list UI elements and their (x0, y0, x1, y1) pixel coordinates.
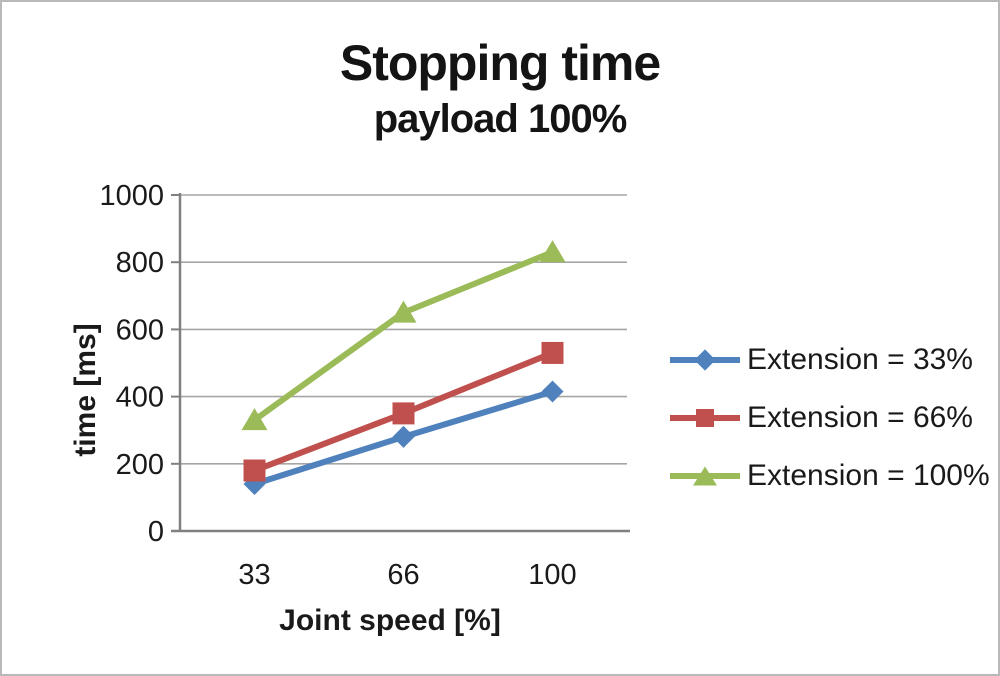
y-axis-title: time [ms] (69, 323, 102, 457)
diamond-marker-icon (694, 349, 716, 371)
y-tick-label: 0 (148, 516, 164, 548)
legend-swatch (670, 406, 740, 430)
data-point-marker (392, 402, 415, 425)
x-tick-label: 66 (387, 559, 419, 591)
legend-label: Extension = 100% (747, 459, 990, 492)
legend-item: Extension = 33% (670, 331, 990, 389)
series-line-2 (251, 249, 556, 424)
y-tick-label: 1000 (99, 180, 164, 212)
data-point-marker (541, 341, 564, 364)
y-tick-label: 600 (116, 314, 164, 346)
data-point-marker (539, 240, 566, 263)
chart-title: Stopping time (339, 35, 661, 91)
y-tick-label: 800 (116, 247, 164, 279)
data-point-marker (241, 408, 268, 431)
data-point-marker (390, 300, 417, 323)
chart-subtitle: payload 100% (373, 97, 628, 141)
legend-item: Extension = 100% (670, 447, 990, 505)
legend-swatch (670, 464, 740, 488)
x-axis-title: Joint speed [%] (279, 604, 501, 637)
x-tick-label: 100 (528, 559, 576, 591)
x-tick-label: 33 (238, 559, 270, 591)
legend-item: Extension = 66% (670, 389, 990, 447)
legend: Extension = 33% Extension = 66% Extension … (670, 331, 990, 505)
triangle-marker-icon (693, 466, 717, 486)
data-point-marker (243, 459, 266, 482)
y-tick-label: 200 (116, 449, 164, 481)
data-point-marker (392, 425, 415, 448)
legend-swatch (670, 348, 740, 372)
square-marker-icon (696, 409, 714, 427)
legend-label: Extension = 66% (747, 401, 973, 434)
data-point-marker (541, 380, 564, 403)
y-tick-label: 400 (116, 382, 164, 414)
legend-label: Extension = 33% (747, 343, 973, 376)
